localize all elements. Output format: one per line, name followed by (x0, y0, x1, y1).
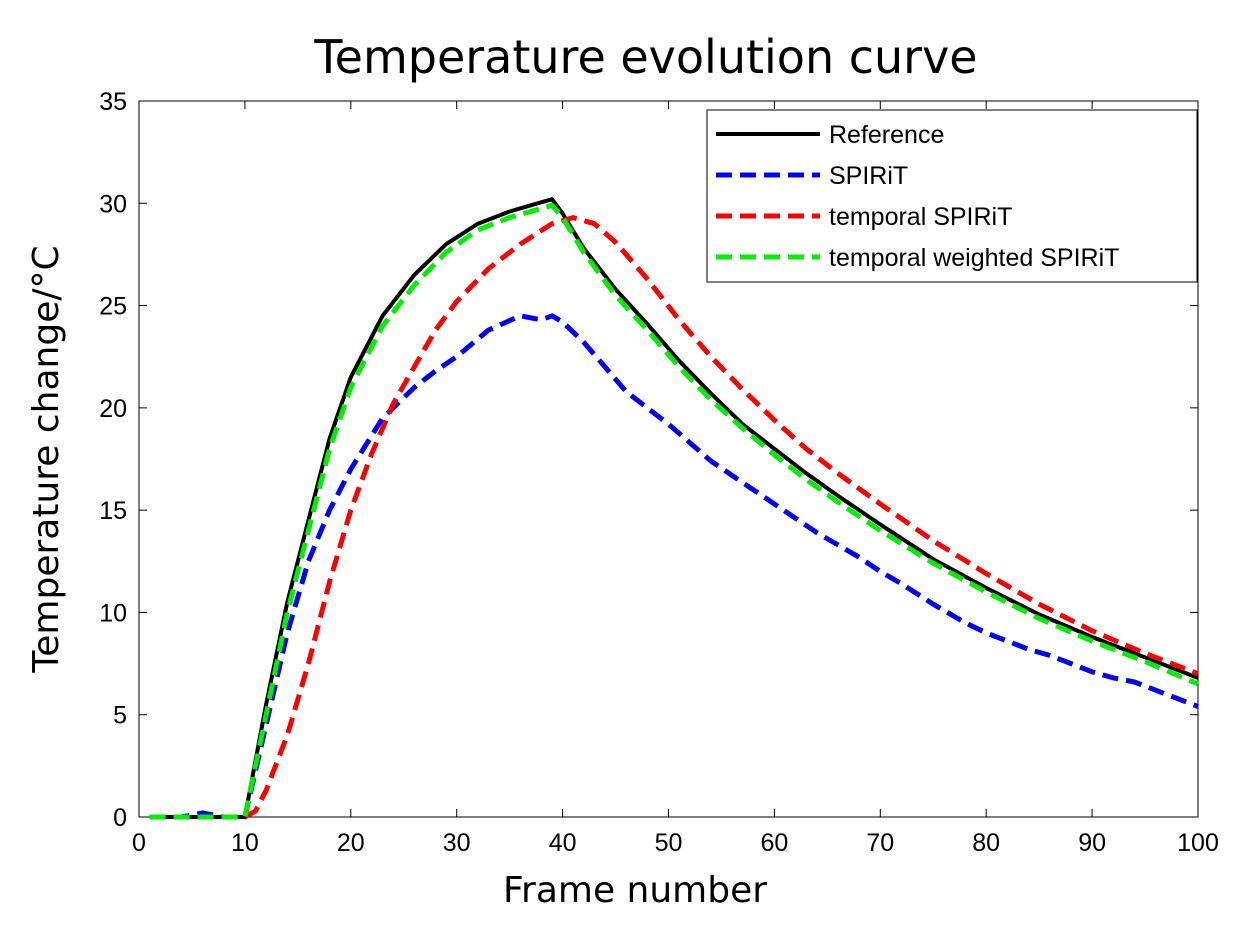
chart-title: Temperature evolution curve (313, 30, 977, 84)
legend-label-temporal-spirit: temporal SPIRiT (829, 203, 1012, 231)
legend-label-temporal-weighted-spirit: temporal weighted SPIRiT (829, 244, 1119, 272)
axis-ticks: 0 10 20 30 40 50 60 70 80 90 100 0 5 10 15 20 25 30 35 (99, 88, 1219, 857)
x-tick-label-80: 80 (972, 829, 1000, 857)
y-tick-label-35: 35 (99, 88, 127, 116)
y-tick-label-25: 25 (99, 293, 127, 321)
x-tick-label-10: 10 (231, 829, 259, 857)
y-tick-label-30: 30 (99, 190, 127, 218)
y-axis-label: Temperature change/°C (26, 245, 67, 673)
x-tick-label-0: 0 (132, 829, 146, 857)
x-tick-label-90: 90 (1078, 829, 1106, 857)
legend: Reference SPIRiT temporal SPIRiT temporal w… (706, 109, 1198, 283)
series-line-spirit (149, 313, 1199, 820)
x-tick-label-20: 20 (337, 829, 365, 857)
series-line-temporal-weighted-spirit (149, 202, 1199, 820)
legend-label-reference: Reference (829, 121, 944, 149)
x-axis-label: Frame number (503, 870, 767, 911)
y-tick-label-5: 5 (113, 702, 127, 730)
x-tick-label-50: 50 (655, 829, 683, 857)
series-line-temporal-spirit (149, 215, 1199, 820)
series-layer (149, 197, 1199, 820)
x-tick-label-70: 70 (866, 829, 894, 857)
y-tick-label-0: 0 (113, 804, 127, 832)
legend-label-spirit: SPIRiT (829, 162, 908, 190)
y-tick-label-15: 15 (99, 497, 127, 525)
x-tick-label-40: 40 (549, 829, 577, 857)
x-tick-label-30: 30 (443, 829, 471, 857)
y-tick-label-10: 10 (99, 599, 127, 627)
legend-box (706, 109, 1198, 283)
y-tick-label-20: 20 (99, 395, 127, 423)
series-line-reference (149, 197, 1199, 819)
x-tick-label-100: 100 (1177, 829, 1219, 857)
x-tick-label-60: 60 (760, 829, 788, 857)
